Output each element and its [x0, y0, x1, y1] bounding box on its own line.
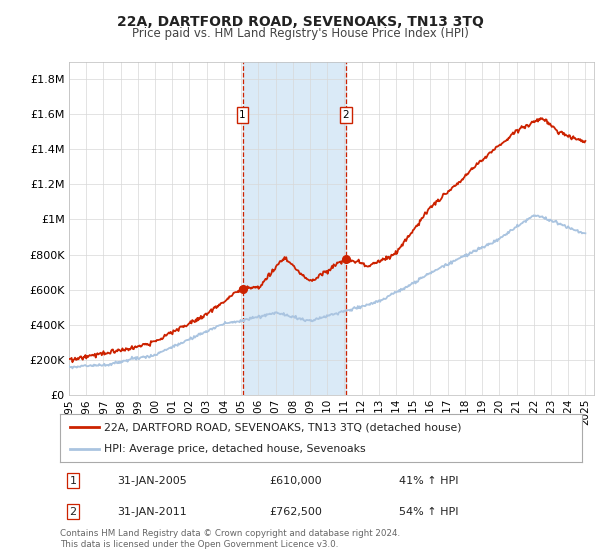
Text: Contains HM Land Registry data © Crown copyright and database right 2024.
This d: Contains HM Land Registry data © Crown c… — [60, 529, 400, 549]
Text: £610,000: £610,000 — [269, 475, 322, 486]
Text: £762,500: £762,500 — [269, 507, 322, 517]
Text: HPI: Average price, detached house, Sevenoaks: HPI: Average price, detached house, Seve… — [104, 444, 366, 454]
Text: 22A, DARTFORD ROAD, SEVENOAKS, TN13 3TQ (detached house): 22A, DARTFORD ROAD, SEVENOAKS, TN13 3TQ … — [104, 422, 462, 432]
Text: 54% ↑ HPI: 54% ↑ HPI — [400, 507, 459, 517]
Text: 1: 1 — [239, 110, 246, 120]
Bar — [242, 62, 346, 395]
Text: 2: 2 — [70, 507, 77, 517]
Text: 2: 2 — [343, 110, 349, 120]
Text: 31-JAN-2005: 31-JAN-2005 — [118, 475, 187, 486]
Text: 22A, DARTFORD ROAD, SEVENOAKS, TN13 3TQ: 22A, DARTFORD ROAD, SEVENOAKS, TN13 3TQ — [116, 15, 484, 29]
Text: 31-JAN-2011: 31-JAN-2011 — [118, 507, 187, 517]
Text: 41% ↑ HPI: 41% ↑ HPI — [400, 475, 459, 486]
Text: Price paid vs. HM Land Registry's House Price Index (HPI): Price paid vs. HM Land Registry's House … — [131, 27, 469, 40]
Text: 1: 1 — [70, 475, 77, 486]
